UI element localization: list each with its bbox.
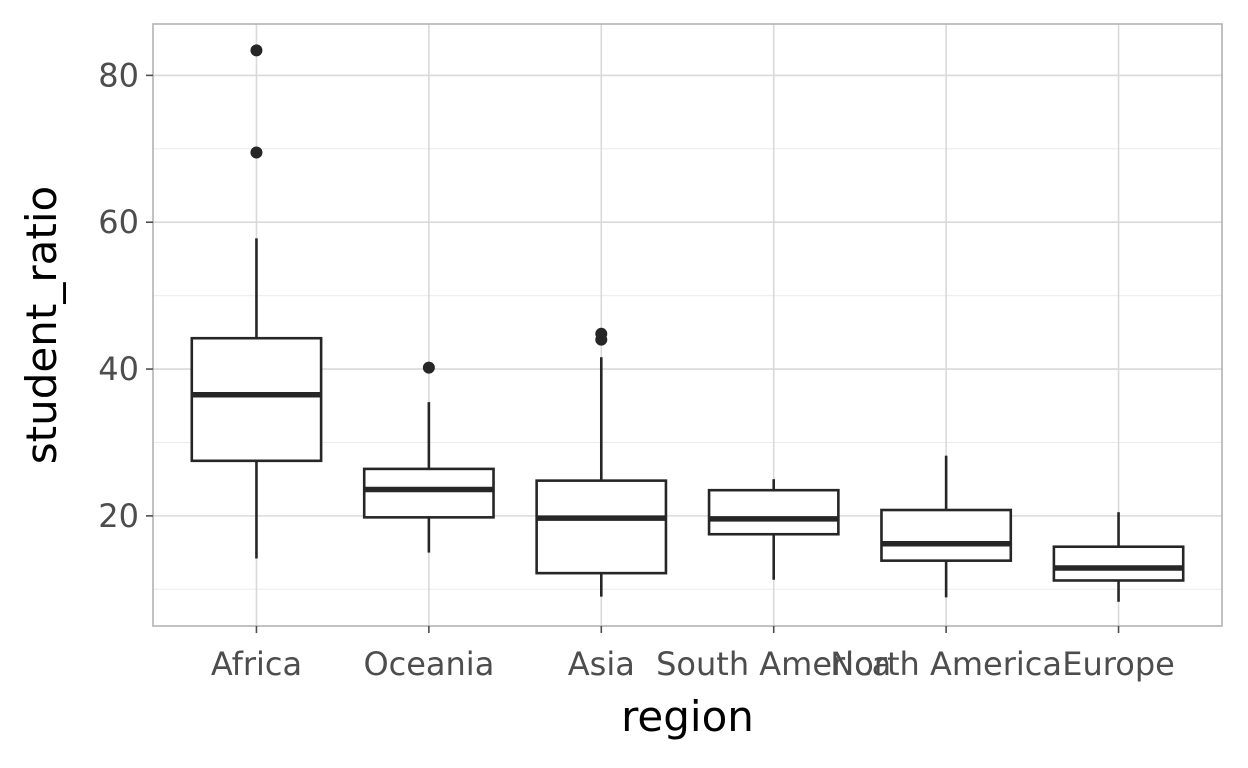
axes: 20 40 60 80 Africa Oceania Asia South AmericaNo… [98, 56, 1175, 683]
outlier-point [250, 146, 263, 159]
y-tick-label: 20 [98, 497, 139, 535]
x-tick-label: Asia [568, 645, 635, 683]
y-axis-title: student_ratio [17, 186, 66, 464]
x-tick-label: Africa [211, 645, 302, 683]
y-tick-label: 60 [98, 203, 139, 241]
box-africa [190, 44, 323, 559]
plot-panel-border [152, 23, 1223, 627]
box-body [535, 479, 668, 575]
box-north-america [880, 455, 1013, 598]
grid-lines [153, 24, 1222, 626]
outlier-point [422, 361, 435, 374]
x-tick-label: South America [656, 645, 891, 683]
box-oceania [362, 361, 495, 553]
y-tick-label: 40 [98, 350, 139, 388]
box-body [880, 508, 1013, 562]
box-europe [1052, 512, 1185, 602]
box-asia [535, 327, 668, 597]
y-tick-label: 80 [98, 56, 139, 94]
box-south-america [707, 479, 840, 580]
x-axis-title: region [621, 692, 754, 741]
boxes [190, 44, 1185, 602]
x-tick-label: North America [830, 645, 1062, 683]
box-body [1052, 545, 1185, 582]
x-tick-label: Europe [1062, 645, 1175, 683]
box-body [362, 467, 495, 519]
outlier-point [250, 44, 263, 57]
x-tick-label: Oceania [363, 645, 494, 683]
box-body [190, 336, 323, 463]
outlier-point [595, 327, 608, 340]
box-body [707, 488, 840, 536]
